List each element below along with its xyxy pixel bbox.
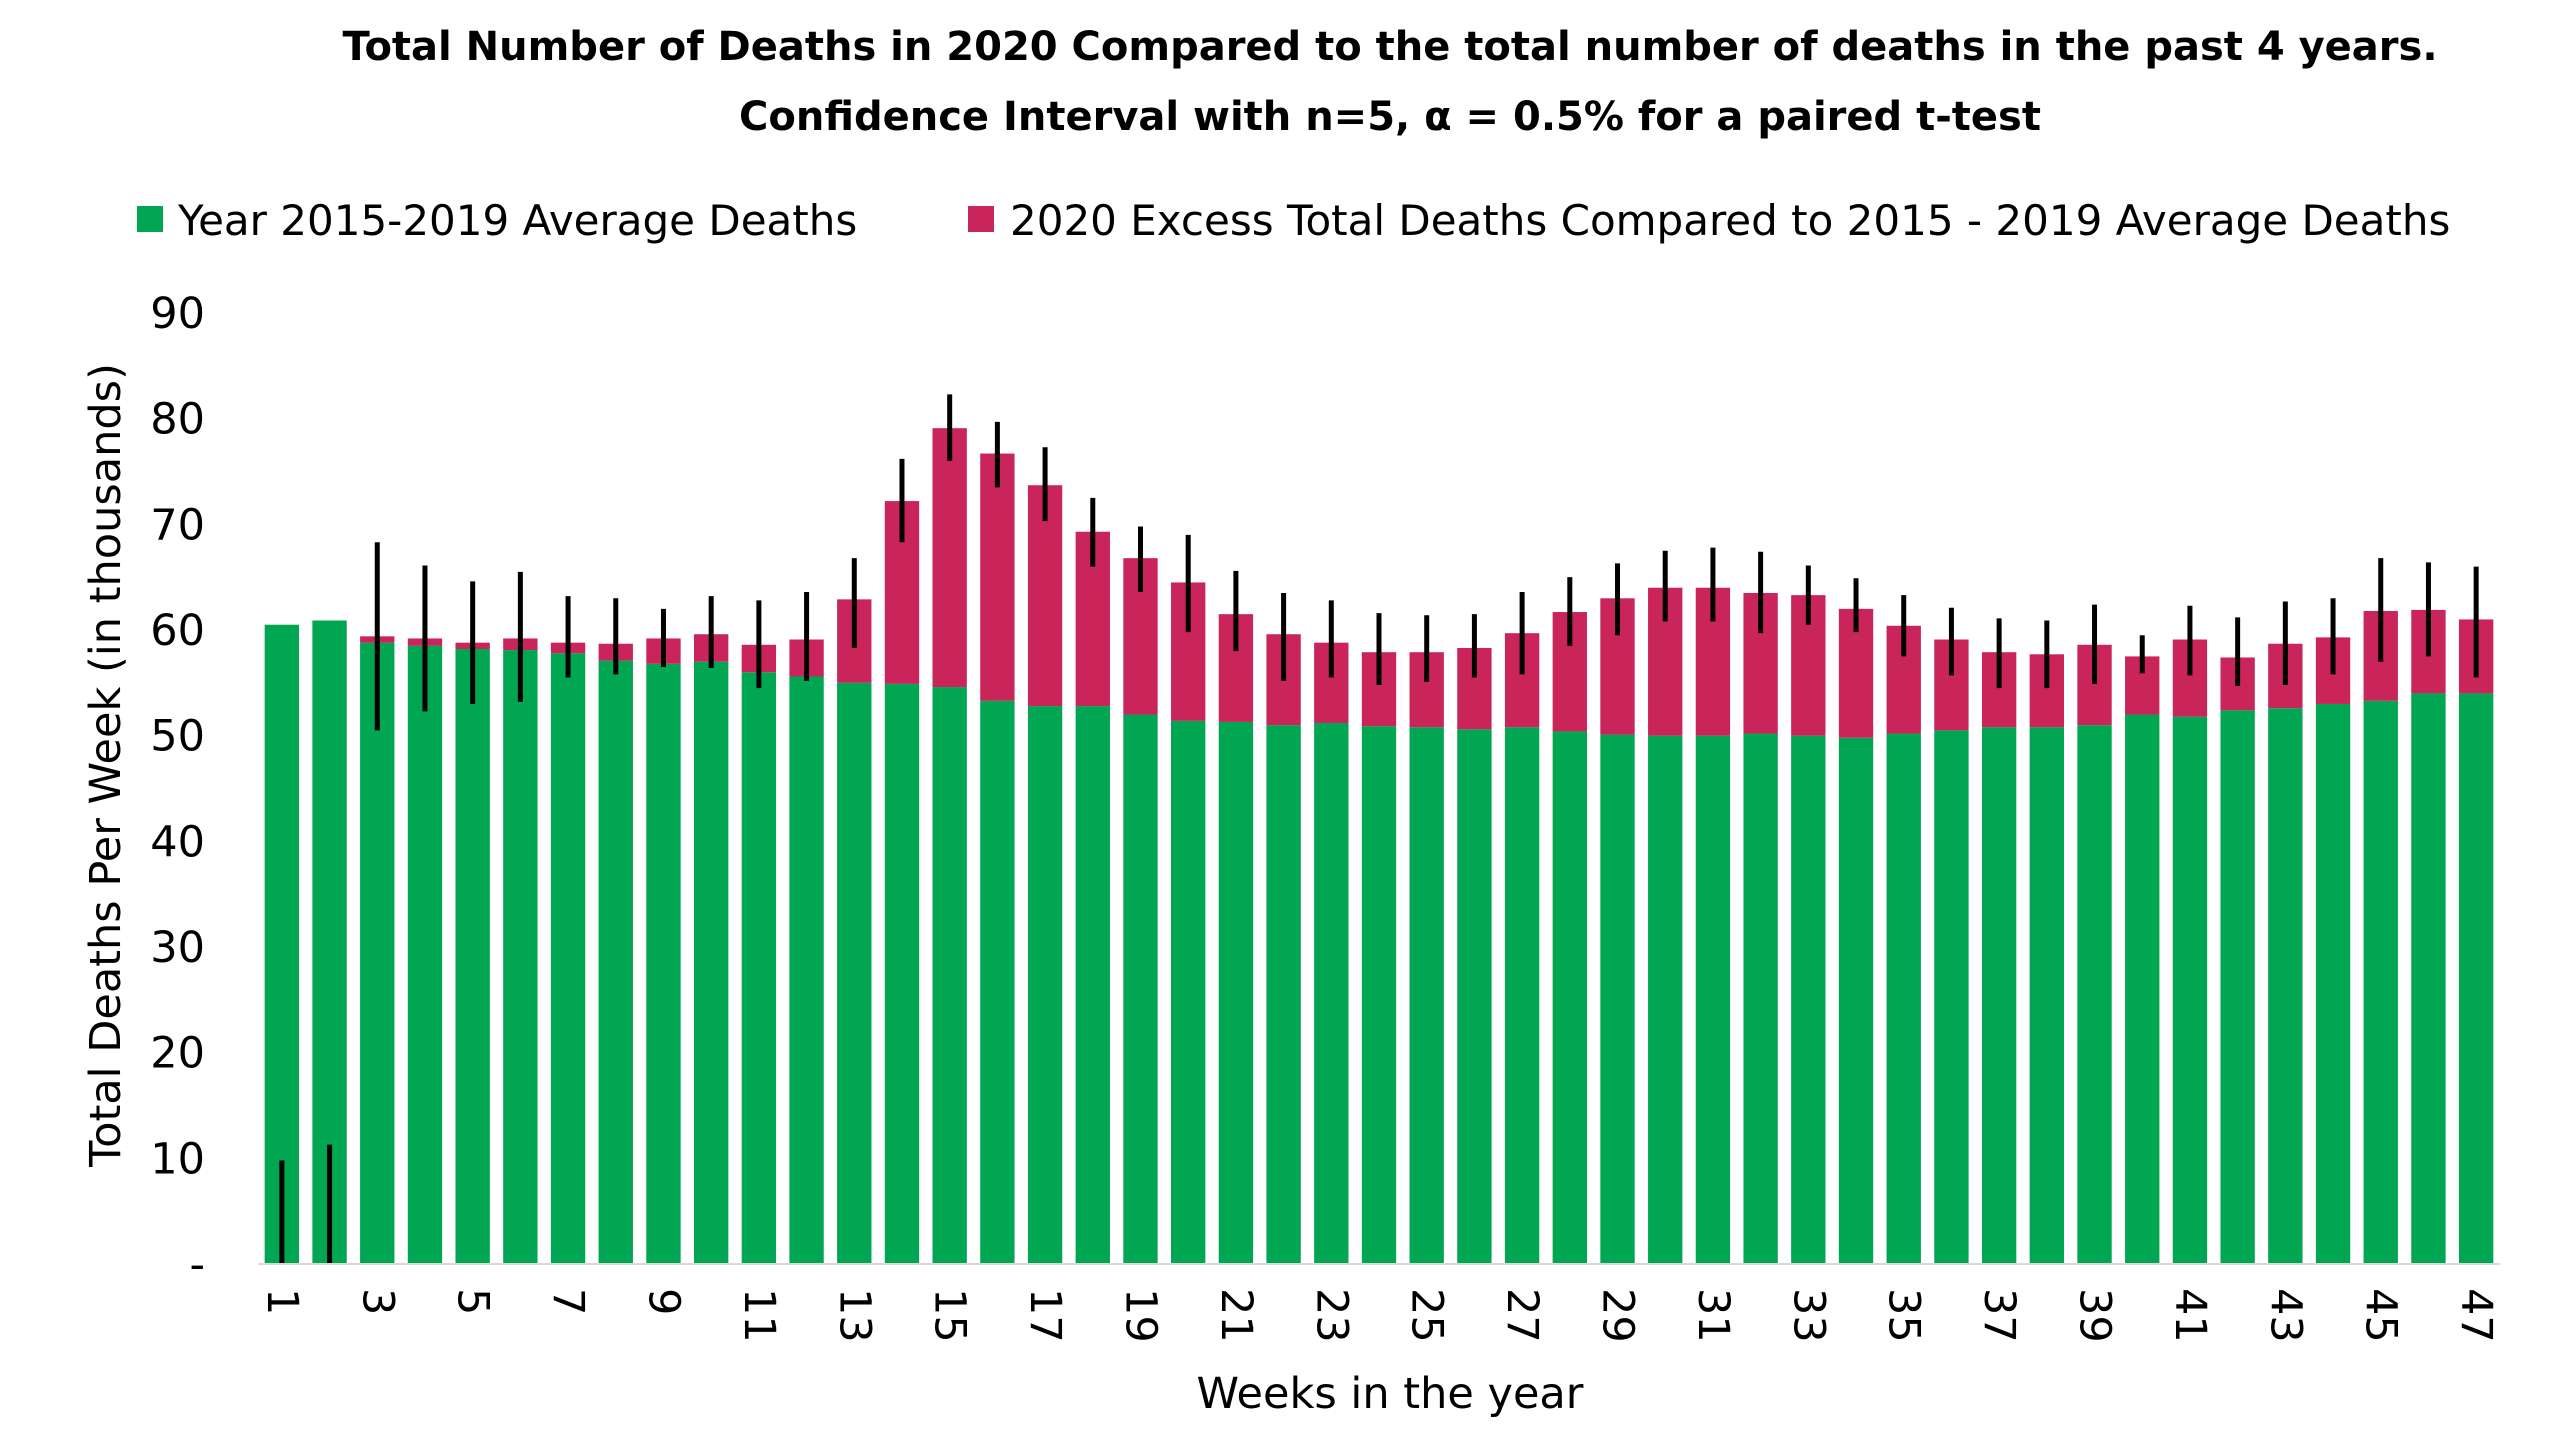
- x-tick-label: 21: [1211, 1288, 1261, 1343]
- bar-average-week-5: [455, 649, 490, 1264]
- bar-average-week-9: [646, 663, 681, 1264]
- bar-average-week-40: [2125, 714, 2160, 1264]
- x-tick-label: 3: [352, 1288, 402, 1315]
- bar-average-week-8: [598, 660, 633, 1264]
- legend: Year 2015-2019 Average Deaths 2020 Exces…: [137, 196, 2450, 245]
- bar-average-week-35: [1886, 733, 1921, 1264]
- bar-average-week-46: [2411, 693, 2446, 1264]
- bar-average-week-21: [1218, 721, 1254, 1264]
- bar-average-week-41: [2172, 716, 2208, 1264]
- bar-average-week-34: [1838, 737, 1874, 1264]
- bar-average-week-3: [360, 642, 395, 1264]
- bar-average-week-17: [1027, 706, 1063, 1264]
- legend-swatch-excess: [968, 206, 994, 232]
- bar-average-week-7: [550, 653, 586, 1264]
- bar-average-week-23: [1314, 722, 1349, 1264]
- bar-average-week-45: [2363, 700, 2398, 1264]
- x-tick-label: 31: [1688, 1288, 1738, 1343]
- bar-average-week-24: [1361, 726, 1397, 1264]
- x-tick-label: 29: [1593, 1288, 1643, 1343]
- bar-average-week-25: [1409, 727, 1444, 1264]
- x-tick-label: 11: [734, 1288, 784, 1343]
- bar-average-week-16: [980, 700, 1015, 1264]
- x-tick-label: 15: [925, 1288, 975, 1343]
- y-tick-label: 50: [150, 712, 205, 762]
- legend-swatch-average: [137, 206, 163, 232]
- bar-average-week-30: [1648, 735, 1683, 1264]
- bar-excess-week-17: [1027, 485, 1063, 707]
- bar-average-week-27: [1504, 727, 1540, 1264]
- bars: [264, 428, 2494, 1264]
- bar-average-week-42: [2220, 710, 2255, 1264]
- bar-excess-week-15: [932, 428, 967, 688]
- error-bars: [279, 394, 2479, 1264]
- bar-average-week-31: [1695, 735, 1731, 1264]
- x-tick-label: 39: [2070, 1288, 2120, 1343]
- y-tick-label: 10: [150, 1134, 205, 1184]
- bar-average-week-13: [837, 682, 872, 1264]
- y-tick-label: 70: [150, 500, 205, 550]
- x-axis-label: Weeks in the year: [1197, 1369, 1584, 1419]
- x-tick-label: 27: [1497, 1288, 1547, 1343]
- x-tick-label: 13: [829, 1288, 879, 1343]
- chart-subtitle: Confidence Interval with n=5, α = 0.5% f…: [739, 94, 2041, 140]
- bar-average-week-22: [1266, 725, 1301, 1264]
- bar-average-week-38: [2029, 727, 2065, 1264]
- y-axis-label: Total Deaths Per Week (in thousands): [81, 363, 131, 1168]
- bar-average-week-1: [264, 624, 300, 1264]
- y-tick-label: 80: [150, 395, 205, 445]
- y-tick-label: 20: [150, 1029, 205, 1079]
- bar-average-week-29: [1600, 734, 1635, 1264]
- bar-average-week-43: [2268, 708, 2303, 1264]
- bar-average-week-20: [1171, 720, 1206, 1264]
- bar-average-week-26: [1457, 729, 1492, 1264]
- x-tick-label: 35: [1879, 1288, 1929, 1343]
- bar-average-week-37: [1981, 727, 2017, 1264]
- x-tick-label: 33: [1783, 1288, 1833, 1343]
- bar-excess-week-16: [980, 453, 1015, 701]
- x-axis: 1 3 5 7 9 11 13 15 17 19 21 23 25 27 29 31 33 35 37 39 41 43 4…: [257, 1288, 2501, 1343]
- x-tick-label: 41: [2165, 1288, 2215, 1343]
- x-tick-label: 7: [543, 1288, 593, 1315]
- chart-title: Total Number of Deaths in 2020 Compared …: [342, 24, 2437, 70]
- bar-average-week-28: [1552, 731, 1587, 1264]
- bar-average-week-36: [1934, 730, 1969, 1264]
- x-tick-label: 5: [448, 1288, 498, 1315]
- x-tick-label: 47: [2451, 1288, 2501, 1343]
- bar-average-week-4: [407, 645, 443, 1264]
- y-tick-label: 40: [150, 817, 205, 867]
- x-tick-label: 45: [2356, 1288, 2406, 1343]
- x-tick-label: 1: [257, 1288, 307, 1315]
- bar-average-week-11: [741, 672, 777, 1264]
- bar-average-week-18: [1075, 706, 1110, 1264]
- bar-average-week-32: [1743, 733, 1778, 1264]
- bar-average-week-44: [2315, 703, 2351, 1264]
- y-tick-label: 60: [150, 606, 205, 656]
- bar-average-week-6: [503, 650, 538, 1264]
- y-axis: - 10 20 30 40 50 60 70 80 90: [150, 289, 205, 1290]
- x-tick-label: 43: [2260, 1288, 2310, 1343]
- x-tick-label: 19: [1115, 1288, 1165, 1343]
- bar-average-week-15: [932, 687, 967, 1264]
- y-tick-label: 90: [150, 289, 205, 339]
- bar-average-week-33: [1791, 735, 1826, 1264]
- bar-average-week-10: [693, 661, 729, 1264]
- x-tick-label: 37: [1974, 1288, 2024, 1343]
- x-tick-label: 23: [1306, 1288, 1356, 1343]
- legend-label-excess: 2020 Excess Total Deaths Compared to 201…: [1010, 196, 2450, 245]
- bar-average-week-12: [789, 676, 824, 1264]
- legend-label-average: Year 2015-2019 Average Deaths: [177, 196, 857, 245]
- x-tick-label: 17: [1020, 1288, 1070, 1343]
- y-tick-label: 30: [150, 923, 205, 973]
- x-tick-label: 9: [638, 1288, 688, 1315]
- bar-average-week-47: [2458, 693, 2494, 1264]
- bar-average-week-19: [1123, 714, 1158, 1264]
- x-tick-label: 25: [1402, 1288, 1452, 1343]
- bar-average-week-14: [884, 683, 920, 1264]
- y-tick-label: -: [189, 1240, 205, 1290]
- bar-average-week-39: [2077, 725, 2112, 1264]
